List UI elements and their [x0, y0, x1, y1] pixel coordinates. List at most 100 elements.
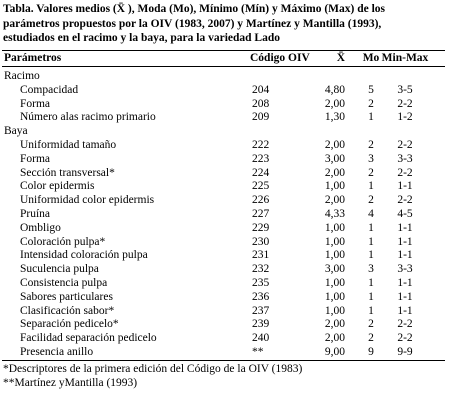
- cell: 3-3: [397, 263, 413, 276]
- cell: 2-2: [397, 318, 413, 331]
- cell: 3,00: [324, 152, 345, 165]
- parameter: Ombligo: [20, 221, 61, 234]
- cell: 224: [252, 166, 270, 179]
- cell: 1: [368, 180, 374, 193]
- cell: 1-1: [397, 277, 413, 289]
- section-title: Baya: [4, 125, 28, 138]
- cell: 225: [252, 180, 270, 193]
- cell: 1-1: [397, 304, 413, 317]
- parameter: Suculencia pulpa: [20, 263, 99, 276]
- cell: 235: [252, 277, 270, 289]
- cell: 9-9: [397, 346, 413, 358]
- cell: 2,00: [324, 332, 345, 345]
- parameter: Separación pedicelo*: [20, 318, 119, 331]
- cell: 2-2: [397, 97, 413, 110]
- parameter: Intensidad coloración pulpa: [20, 249, 148, 262]
- cell: 2-2: [397, 139, 413, 151]
- parameter: Uniformidad tamaño: [20, 139, 117, 151]
- cell: 1-1: [397, 235, 413, 248]
- footnote: *Descriptores de la primera edición del …: [3, 363, 303, 375]
- parameter: Uniformidad color epidermis: [20, 194, 155, 207]
- cell: 2: [368, 194, 374, 207]
- cell: 2: [368, 332, 374, 345]
- cell: 1,00: [324, 249, 345, 262]
- cell: 1,00: [324, 180, 345, 193]
- cell: **: [252, 346, 264, 358]
- cell: 222: [252, 139, 270, 151]
- cell: 3: [368, 152, 374, 165]
- cell: 3,00: [324, 263, 345, 276]
- parameter: Color epidermis: [20, 180, 95, 193]
- cell: 2,00: [324, 97, 345, 110]
- column-header: Parámetros: [4, 52, 62, 64]
- cell: 204: [252, 83, 270, 96]
- cell: 227: [252, 208, 270, 220]
- caption-line: parámetros propuestos por la OIV (1983, …: [3, 17, 382, 30]
- cell: 9,00: [324, 346, 345, 358]
- cell: 237: [252, 304, 270, 317]
- cell: 226: [252, 194, 270, 207]
- cell: 229: [252, 221, 270, 234]
- cell: 1: [368, 249, 374, 262]
- cell: 208: [252, 97, 270, 110]
- cell: 4,80: [324, 83, 345, 96]
- cell: 1: [368, 290, 374, 303]
- cell: 1: [368, 221, 374, 234]
- parameter: Forma: [20, 152, 51, 165]
- cell: 2,00: [324, 318, 345, 331]
- cell: 4,33: [324, 208, 345, 220]
- cell: 1,00: [324, 235, 345, 248]
- cell: 9: [368, 346, 374, 358]
- cell: 240: [252, 332, 270, 345]
- cell: 1,00: [324, 277, 345, 289]
- cell: 239: [252, 318, 270, 331]
- cell: 1: [368, 304, 374, 317]
- cell: 1,30: [324, 111, 345, 124]
- cell: 2: [368, 139, 374, 151]
- caption-line: estudiados en el racimo y la baya, para …: [3, 32, 280, 44]
- parameter: Consistencia pulpa: [20, 277, 108, 289]
- column-header: Mo: [362, 52, 380, 64]
- header-rule: [2, 66, 445, 67]
- cell: 2-2: [397, 332, 413, 345]
- cell: 2: [368, 166, 374, 179]
- cell: 1,00: [324, 304, 345, 317]
- parameter: Forma: [20, 97, 51, 110]
- cell: 1-2: [397, 111, 413, 124]
- cell: 232: [252, 263, 270, 276]
- cell: 3-5: [397, 83, 413, 96]
- cell: 1,00: [324, 290, 345, 303]
- cell: 2,00: [324, 166, 345, 179]
- cell: 1: [368, 235, 374, 248]
- cell: 230: [252, 235, 270, 248]
- parameter: Facilidad separación pedicelo: [20, 332, 157, 345]
- cell: 4-5: [397, 208, 413, 220]
- parameter: Sabores particulares: [20, 290, 113, 303]
- caption-line: Tabla. Valores medios (X̄ ), Moda (Mo), …: [3, 3, 386, 15]
- cell: 231: [252, 249, 270, 262]
- cell: 1,00: [324, 221, 345, 234]
- parameter: Presencia anillo: [20, 346, 94, 358]
- cell: 1-1: [397, 221, 413, 234]
- cell: 236: [252, 290, 270, 303]
- cell: 4: [368, 208, 374, 220]
- cell: 223: [252, 152, 270, 165]
- parameter: Sección transversal*: [20, 166, 115, 179]
- cell: 1: [368, 277, 374, 289]
- section-title: Racimo: [4, 70, 40, 82]
- cell: 1-1: [397, 290, 413, 303]
- cell: 2,00: [324, 194, 345, 207]
- parameter: Número alas racimo primario: [20, 111, 156, 124]
- bottom-rule: [2, 360, 445, 361]
- cell: 1: [368, 111, 374, 124]
- cell: 2-2: [397, 194, 413, 207]
- cell: 2: [368, 97, 374, 110]
- column-header: X̄: [336, 52, 345, 64]
- top-rule: [2, 50, 445, 51]
- parameter: Pruína: [20, 208, 51, 220]
- parameter: Compacidad: [20, 83, 79, 96]
- cell: 2,00: [324, 139, 345, 151]
- column-header: Min-Max: [381, 52, 429, 64]
- cell: 3: [368, 263, 374, 276]
